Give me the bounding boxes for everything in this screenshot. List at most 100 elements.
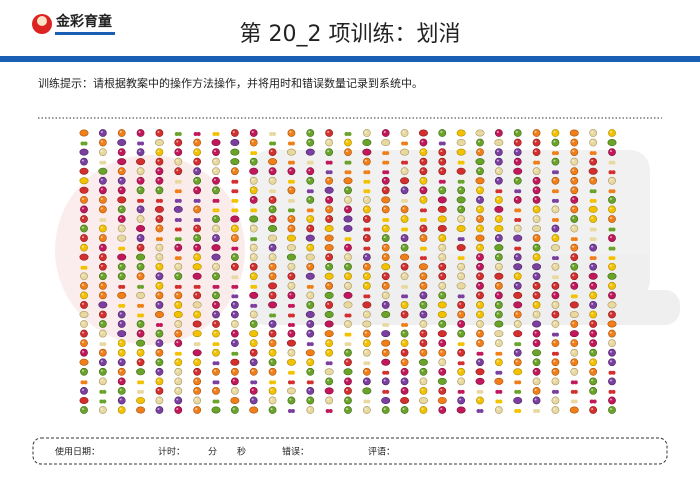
fruit-icon bbox=[98, 320, 107, 328]
fruit-icon bbox=[381, 377, 390, 386]
fruit-icon bbox=[570, 399, 575, 404]
fruit-highlight bbox=[534, 236, 537, 239]
fruit-icon bbox=[476, 339, 484, 348]
fruit-highlight bbox=[421, 178, 424, 181]
fruit-highlight bbox=[251, 312, 254, 315]
fruit-icon bbox=[325, 348, 334, 357]
fruit-icon bbox=[517, 246, 522, 251]
fruit-highlight bbox=[232, 379, 235, 382]
fruit-icon bbox=[324, 234, 334, 242]
fruit-icon bbox=[249, 157, 258, 166]
fruit-icon bbox=[551, 301, 560, 309]
fruit-highlight bbox=[289, 131, 292, 133]
fruit-icon bbox=[551, 151, 556, 156]
fruit-icon bbox=[381, 291, 390, 300]
fruit-icon bbox=[287, 281, 296, 290]
fruit-highlight bbox=[496, 236, 499, 239]
fruit-icon bbox=[400, 167, 409, 176]
fruit-icon bbox=[249, 167, 259, 175]
fruit-icon bbox=[573, 237, 578, 242]
fruit-icon bbox=[419, 176, 428, 185]
fruit-icon bbox=[290, 323, 295, 328]
fruit-icon bbox=[401, 294, 406, 299]
fruit-highlight bbox=[459, 207, 462, 210]
fruit-icon bbox=[570, 243, 579, 252]
fruit-icon bbox=[589, 301, 598, 309]
fruit-highlight bbox=[459, 264, 462, 267]
fruit-highlight bbox=[421, 369, 424, 372]
fruit-highlight bbox=[364, 283, 367, 286]
fruit-highlight bbox=[364, 379, 367, 382]
fruit-icon bbox=[457, 389, 462, 394]
fruit-icon bbox=[437, 301, 447, 309]
fruit-icon bbox=[287, 329, 296, 338]
fruit-icon bbox=[517, 217, 522, 222]
fruit-icon bbox=[102, 389, 107, 394]
fruit-icon bbox=[158, 237, 163, 242]
fruit-icon bbox=[362, 387, 372, 395]
fruit-icon bbox=[325, 160, 330, 165]
fruit-icon bbox=[268, 348, 277, 357]
fruit-icon bbox=[589, 215, 598, 223]
fruit-highlight bbox=[591, 178, 594, 181]
fruit-icon bbox=[286, 244, 296, 252]
fruit-highlight bbox=[251, 197, 254, 200]
fruit-icon bbox=[608, 205, 616, 214]
fruit-highlight bbox=[421, 169, 424, 172]
fruit-icon bbox=[305, 148, 315, 156]
fruit-icon bbox=[268, 262, 277, 271]
fruit-icon bbox=[287, 215, 296, 223]
fruit-icon bbox=[324, 291, 334, 299]
fruit-highlight bbox=[346, 150, 348, 153]
fruit-icon bbox=[438, 129, 447, 137]
fruit-icon bbox=[249, 358, 258, 367]
fruit-icon bbox=[79, 167, 89, 175]
fruit-icon bbox=[344, 386, 352, 395]
fruit-icon bbox=[438, 386, 447, 395]
fruit-icon bbox=[422, 256, 427, 261]
fruit-icon bbox=[344, 396, 352, 405]
fruit-icon bbox=[362, 253, 371, 262]
fruit-icon bbox=[381, 406, 390, 414]
fruit-icon bbox=[140, 389, 145, 394]
fruit-highlight bbox=[214, 388, 216, 391]
fruit-icon bbox=[513, 224, 522, 233]
fruit-icon bbox=[457, 310, 466, 319]
fruit-highlight bbox=[232, 312, 235, 315]
fruit-icon bbox=[290, 370, 295, 375]
fruit-icon bbox=[385, 370, 390, 375]
fruit-highlight bbox=[176, 293, 179, 296]
fruit-icon bbox=[494, 157, 503, 166]
fruit-icon bbox=[324, 244, 334, 252]
fruit-highlight bbox=[496, 302, 499, 305]
fruit-icon bbox=[344, 262, 352, 271]
fruit-highlight bbox=[534, 140, 537, 143]
fruit-highlight bbox=[308, 398, 311, 401]
fruit-icon bbox=[475, 368, 485, 376]
fruit-icon bbox=[325, 176, 334, 185]
fruit-highlight bbox=[232, 264, 235, 267]
fruit-highlight bbox=[100, 293, 103, 296]
fruit-icon bbox=[193, 198, 198, 203]
fruit-highlight bbox=[195, 178, 198, 181]
fruit-highlight bbox=[402, 312, 405, 315]
fruit-icon bbox=[437, 330, 447, 338]
fruit-highlight bbox=[327, 283, 330, 286]
fruit-highlight bbox=[478, 140, 480, 143]
fruit-highlight bbox=[440, 274, 443, 277]
fruit-highlight bbox=[82, 283, 84, 286]
fruit-icon bbox=[608, 339, 616, 348]
fruit-icon bbox=[494, 139, 504, 147]
fruit-icon bbox=[98, 224, 107, 233]
fruit-icon bbox=[611, 160, 616, 165]
fruit-icon bbox=[381, 281, 390, 290]
fruit-icon bbox=[513, 330, 523, 338]
fruit-icon bbox=[400, 177, 410, 185]
fruit-icon bbox=[80, 234, 88, 242]
fruit-icon bbox=[306, 301, 315, 309]
fruit-icon bbox=[287, 160, 292, 165]
fruit-highlight bbox=[138, 360, 141, 363]
fruit-icon bbox=[328, 170, 333, 175]
fruit-highlight bbox=[195, 360, 198, 363]
fruit-icon bbox=[177, 189, 182, 194]
